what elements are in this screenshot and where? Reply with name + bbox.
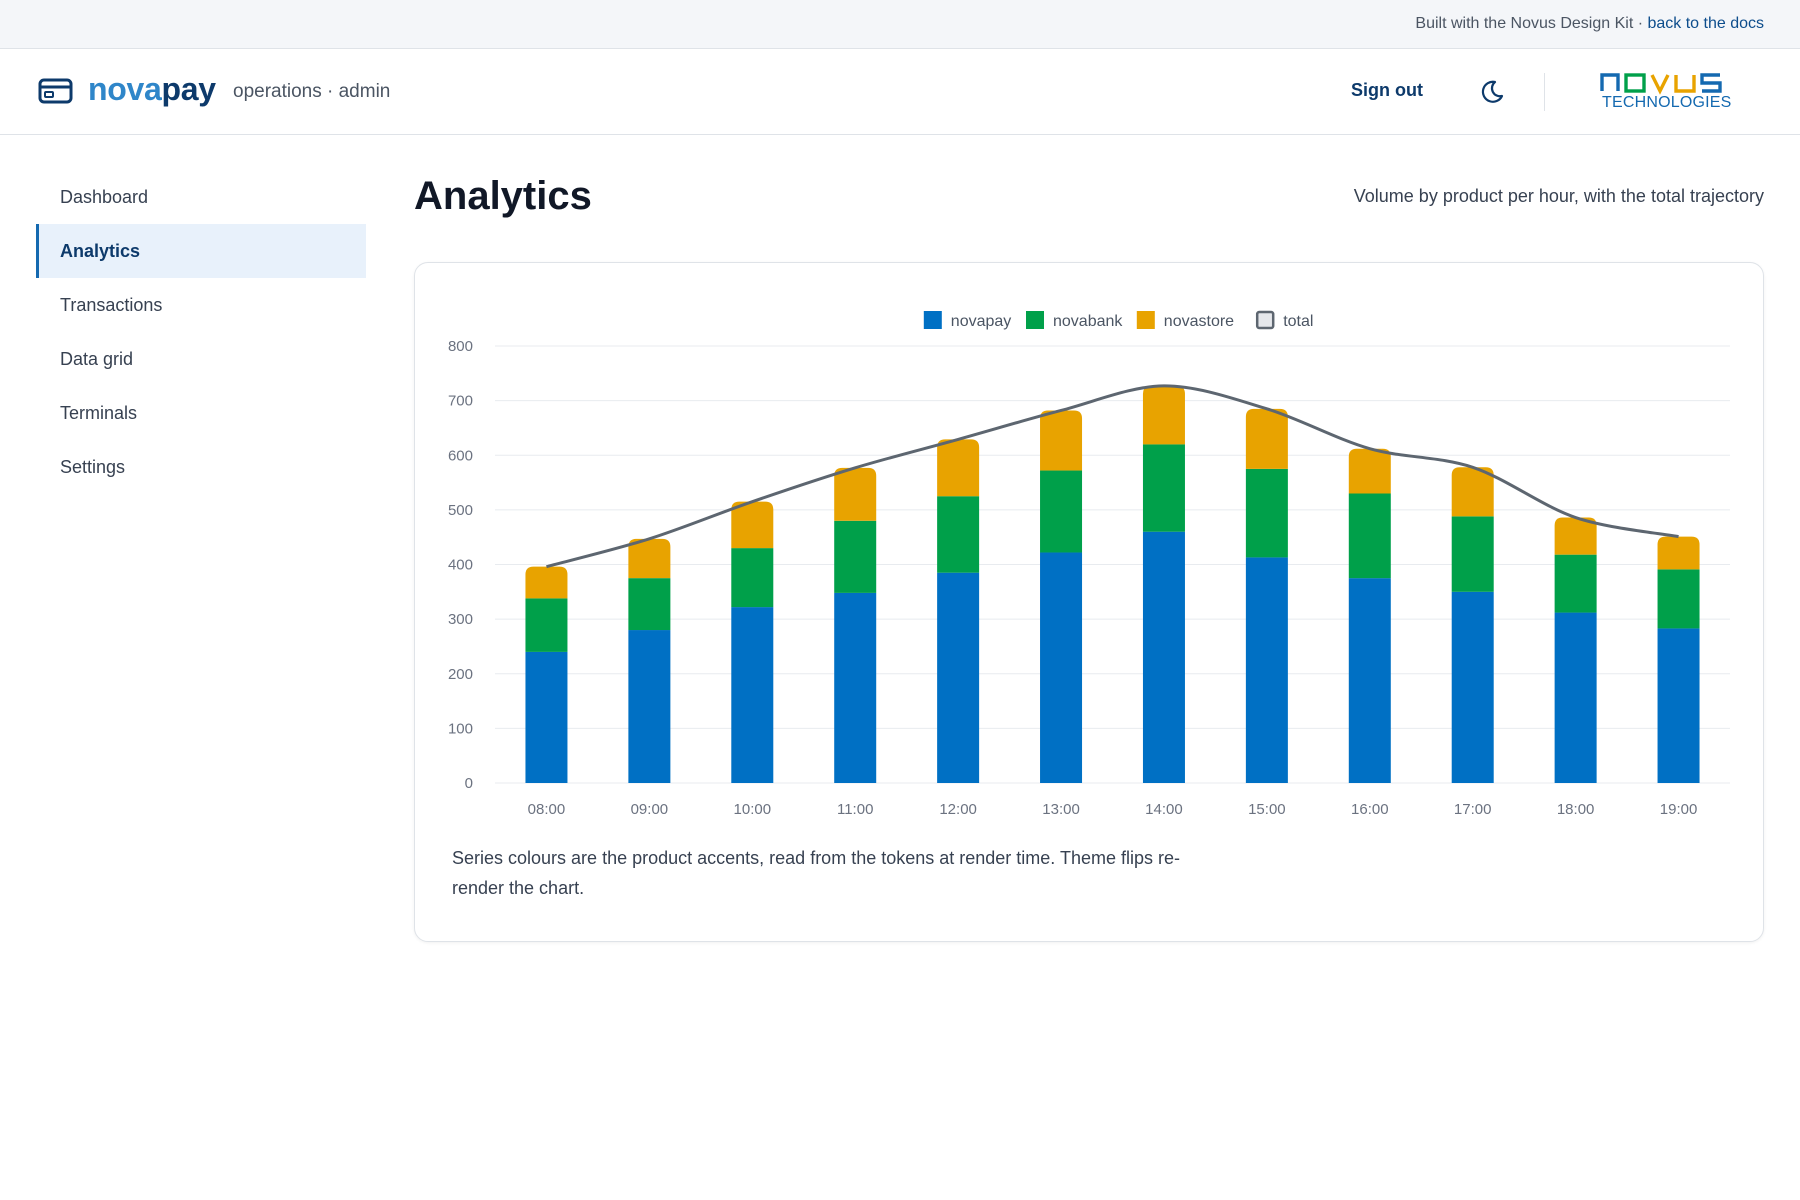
bar-segment-novastore <box>1348 448 1391 494</box>
legend-swatch-novapay <box>923 311 942 329</box>
y-tick-label: 800 <box>448 338 473 355</box>
x-tick-label: 11:00 <box>837 801 873 818</box>
bar-segment-novastore <box>1245 408 1288 469</box>
bar-segment-novabank <box>1451 516 1494 592</box>
legend-label-novastore: novastore <box>1164 313 1234 330</box>
bar-segment-novapay <box>1040 552 1083 783</box>
app-header: novapay operations · admin Sign out TECH… <box>0 49 1800 135</box>
bar-segment-novapay <box>628 630 671 783</box>
x-tick-label: 18:00 <box>1557 801 1595 818</box>
x-tick-label: 10:00 <box>734 801 772 818</box>
y-tick-label: 100 <box>448 720 473 737</box>
bar-segment-novapay <box>525 651 568 783</box>
bar-segment-novabank <box>1554 554 1597 613</box>
moon-icon[interactable] <box>1479 79 1505 105</box>
bar-segment-novabank <box>525 598 568 652</box>
stacked-bar-chart: 0 100 200 300 400 500 600 700 800 08:00 09:00 10:00… <box>448 310 1730 818</box>
bar-segment-novastore <box>1040 410 1083 471</box>
total-line <box>546 384 1679 569</box>
x-tick-label: 08:00 <box>528 801 566 818</box>
bar-segment-novapay <box>834 592 877 783</box>
bar-segment-novabank <box>1245 468 1288 558</box>
bar-segment-novapay <box>937 572 980 783</box>
bar-segment-novabank <box>731 548 774 608</box>
y-tick-label: 400 <box>448 557 473 574</box>
legend-label-novapay: novapay <box>951 313 1012 330</box>
x-tick-label: 19:00 <box>1660 801 1698 818</box>
bar-segment-novabank <box>628 578 671 631</box>
legend-swatch-total <box>1255 310 1275 330</box>
banner-text: Built with the Novus Design Kit · back t… <box>1415 15 1764 33</box>
y-tick-label: 0 <box>465 775 473 792</box>
bar-segment-novabank <box>1657 569 1700 629</box>
sidebar-item-terminals[interactable]: Terminals <box>60 403 138 423</box>
bar-segment-novabank <box>937 496 980 573</box>
back-to-docs-link[interactable]: back to the docs <box>1647 15 1764 32</box>
x-tick-label: 14:00 <box>1145 801 1183 818</box>
y-tick-label: 500 <box>448 502 473 519</box>
bar-segment-novastore <box>628 538 671 579</box>
chart-note: Series colours are the product accents, … <box>452 848 1181 898</box>
bar-segment-novabank <box>1348 493 1391 579</box>
y-tick-label: 700 <box>448 393 473 410</box>
brand-name[interactable]: novapay <box>88 71 216 108</box>
sidebar-item-data-grid[interactable]: Data grid <box>60 349 134 369</box>
legend-label-total: total <box>1283 313 1313 330</box>
brand-part-2: pay <box>161 71 217 107</box>
bar-segment-novastore <box>525 566 568 599</box>
bar-segment-novabank <box>834 520 877 593</box>
sidebar-item-settings[interactable]: Settings <box>60 457 126 477</box>
bar-segment-novabank <box>1142 444 1185 532</box>
x-tick-label: 12:00 <box>939 801 977 818</box>
sidebar-item-analytics[interactable]: Analytics <box>36 224 366 278</box>
bar-segment-novapay <box>1348 578 1391 783</box>
logo-subtitle: TECHNOLOGIES <box>1602 94 1732 111</box>
legend-swatch-novastore <box>1136 311 1155 329</box>
bar-segment-novastore <box>834 467 877 521</box>
brand-subtitle: operations · admin <box>233 81 391 102</box>
bar-segment-novapay <box>1657 628 1700 783</box>
banner-label: Built with the Novus Design Kit · <box>1415 15 1648 32</box>
x-tick-label: 17:00 <box>1454 801 1492 818</box>
y-tick-label: 200 <box>448 666 473 683</box>
bar-segment-novastore <box>731 501 774 549</box>
bar-segment-novastore <box>1657 536 1700 570</box>
x-tick-label: 13:00 <box>1042 801 1080 818</box>
legend-swatch-novabank <box>1026 311 1044 329</box>
bar-segment-novastore <box>937 439 980 497</box>
y-tick-label: 300 <box>448 611 473 628</box>
y-tick-label: 600 <box>448 447 473 464</box>
legend-label-novabank: novabank <box>1053 313 1123 330</box>
sidebar-item-transactions[interactable]: Transactions <box>60 295 163 315</box>
page-subtitle: Volume by product per hour, with the tot… <box>1353 186 1764 206</box>
top-banner: Built with the Novus Design Kit · back t… <box>0 0 1800 49</box>
bar-segment-novapay <box>1451 591 1494 783</box>
page-title: Analytics <box>414 174 592 218</box>
novus-logo <box>1600 73 1722 95</box>
bar-segment-novabank <box>1040 470 1083 553</box>
bar-segment-novastore <box>1554 517 1597 555</box>
chart-card: 0 100 200 300 400 500 600 700 800 08:00 09:00 10:00… <box>414 262 1764 942</box>
brand-part-1: nova <box>88 71 162 107</box>
sign-out-button[interactable]: Sign out <box>1351 80 1423 100</box>
bar-segment-novapay <box>731 607 774 783</box>
x-tick-label: 09:00 <box>631 801 669 818</box>
sidebar-item-dashboard[interactable]: Dashboard <box>60 187 149 207</box>
bar-segment-novastore <box>1142 385 1185 445</box>
card-icon <box>38 78 73 104</box>
bar-segment-novapay <box>1554 612 1597 783</box>
header-divider <box>1544 73 1545 111</box>
bar-segment-novapay <box>1142 531 1185 783</box>
x-tick-label: 15:00 <box>1248 801 1286 818</box>
bar-segment-novapay <box>1245 557 1288 783</box>
bar-segment-novastore <box>1451 467 1494 517</box>
x-tick-label: 16:00 <box>1351 801 1389 818</box>
sidebar-nav: Dashboard Analytics Transactions Data gr… <box>36 170 366 494</box>
